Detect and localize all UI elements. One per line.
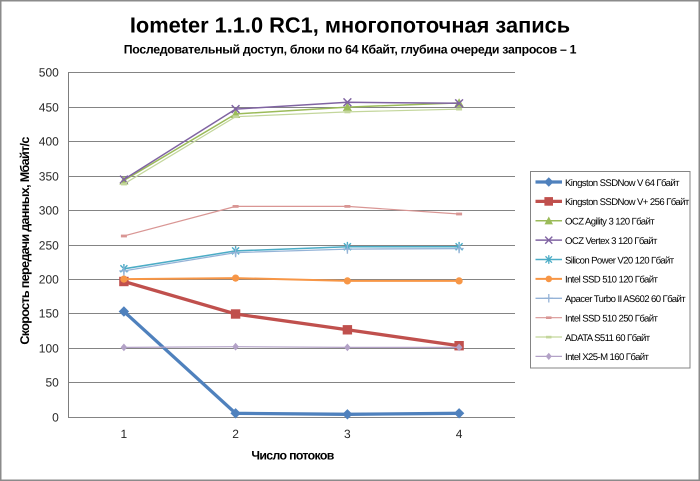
svg-text:3: 3 — [344, 427, 351, 441]
svg-text:Apacer Turbo II AS602 60 Гбайт: Apacer Turbo II AS602 60 Гбайт — [565, 294, 686, 305]
svg-text:250: 250 — [39, 239, 59, 253]
svg-text:Intel X25-M 160 Гбайт: Intel X25-M 160 Гбайт — [565, 352, 650, 363]
svg-text:500: 500 — [39, 66, 59, 80]
svg-text:4: 4 — [456, 427, 463, 441]
svg-text:Intel SSD 510 120 Гбайт: Intel SSD 510 120 Гбайт — [565, 275, 658, 286]
svg-text:300: 300 — [39, 204, 59, 218]
svg-text:Скорость передачи данных, Мба: Скорость передачи данных, Мбайт/с — [18, 137, 32, 345]
svg-text:ADATA S511 60 Гбайт: ADATA S511 60 Гбайт — [565, 333, 651, 344]
svg-text:Последовательный доступ, блок: Последовательный доступ, блоки по 64 Кба… — [124, 42, 577, 56]
svg-text:Число потоков: Число потоков — [251, 448, 334, 462]
svg-text:450: 450 — [39, 101, 59, 115]
svg-text:100: 100 — [39, 342, 59, 356]
svg-text:Kingston SSDNow V+ 256 Гбайт: Kingston SSDNow V+ 256 Гбайт — [565, 197, 690, 208]
svg-text:Intel SSD 510 250 Гбайт: Intel SSD 510 250 Гбайт — [565, 314, 658, 325]
svg-text:1: 1 — [121, 427, 128, 441]
svg-text:Silicon Power V20 120 Гбайт: Silicon Power V20 120 Гбайт — [565, 255, 675, 266]
svg-text:50: 50 — [45, 376, 59, 390]
svg-text:OCZ Agility 3 120 Гбайт: OCZ Agility 3 120 Гбайт — [565, 217, 655, 228]
svg-text:0: 0 — [52, 411, 59, 425]
svg-text:Iometer 1.1.0 RC1, многопоточн: Iometer 1.1.0 RC1, многопоточная запись — [130, 13, 570, 38]
svg-text:400: 400 — [39, 135, 59, 149]
svg-text:350: 350 — [39, 170, 59, 184]
svg-text:2: 2 — [232, 427, 239, 441]
svg-text:Kingston SSDNow V 64 Гбайт: Kingston SSDNow V 64 Гбайт — [565, 178, 680, 189]
svg-text:150: 150 — [39, 307, 59, 321]
svg-text:200: 200 — [39, 273, 59, 287]
svg-text:OCZ Vertex 3 120 Гбайт: OCZ Vertex 3 120 Гбайт — [565, 236, 658, 247]
